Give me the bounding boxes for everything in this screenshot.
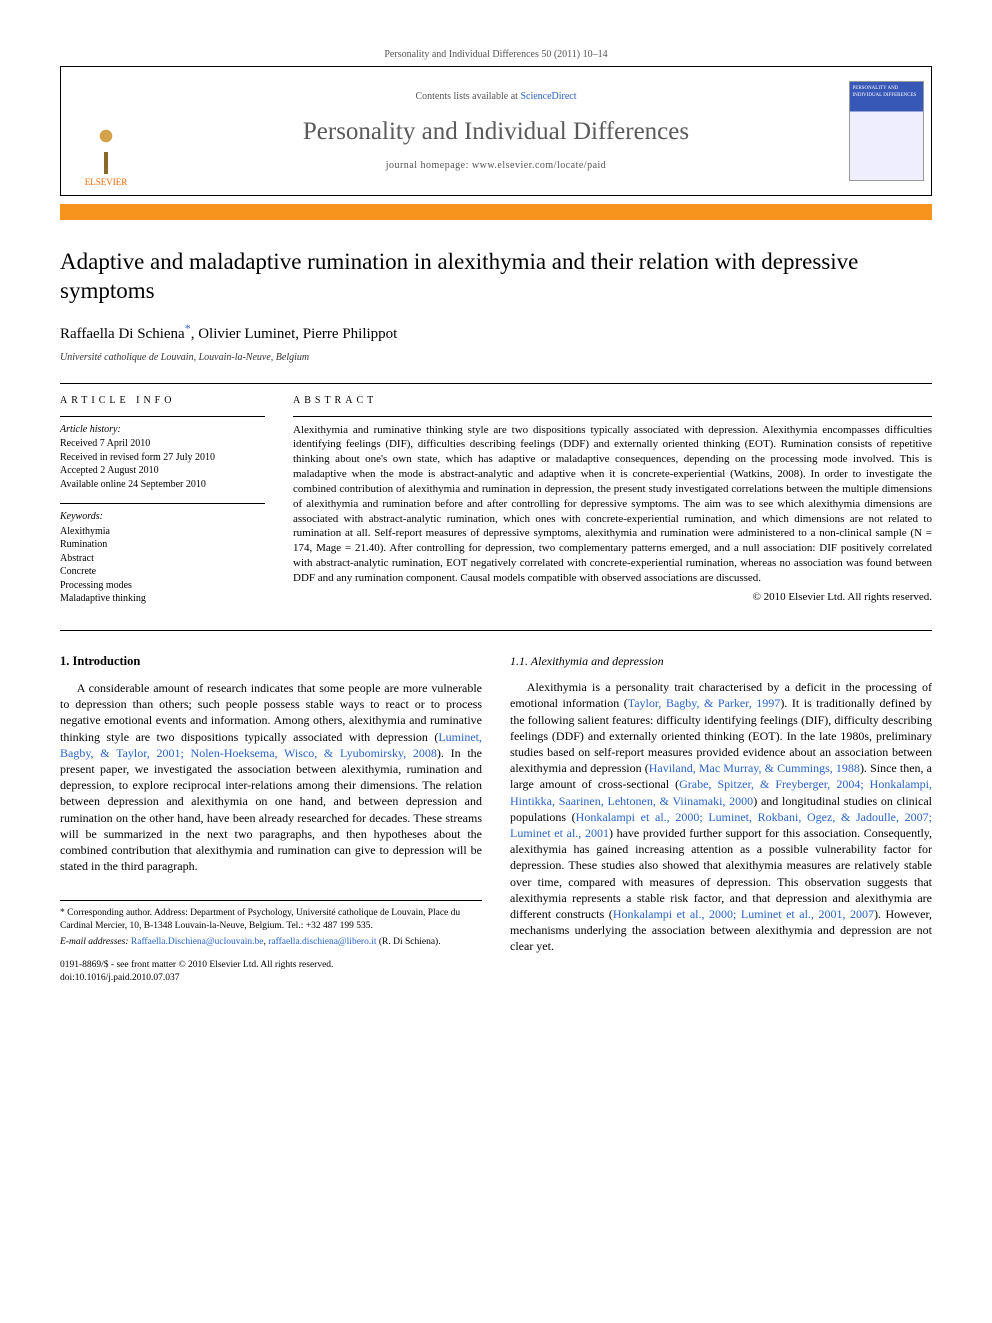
article-history-block: Article history: Received 7 April 2010 R…: [60, 423, 265, 492]
journal-title-display: Personality and Individual Differences: [303, 114, 689, 149]
sub-cite-1[interactable]: Taylor, Bagby, & Parker, 1997: [628, 696, 781, 710]
author-3[interactable]: Pierre Philippot: [303, 326, 398, 342]
abstract-label: ABSTRACT: [293, 394, 932, 408]
corresponding-marker[interactable]: *: [185, 321, 191, 335]
info-rule-2: [60, 503, 265, 504]
keywords-block: Keywords: Alexithymia Rumination Abstrac…: [60, 510, 265, 606]
journal-header-box: ELSEVIER Contents lists available at Sci…: [60, 66, 932, 196]
journal-cover-thumbnail[interactable]: PERSONALITY AND INDIVIDUAL DIFFERENCES: [849, 81, 924, 181]
author-1[interactable]: Raffaella Di Schiena: [60, 326, 185, 342]
sub-cite-2[interactable]: Haviland, Mac Murray, & Cummings, 1988: [649, 761, 860, 775]
doi-line[interactable]: doi:10.1016/j.paid.2010.07.037: [60, 972, 482, 985]
author-2[interactable]: Olivier Luminet: [198, 326, 295, 342]
doi-footer: 0191-8869/$ - see front matter © 2010 El…: [60, 959, 482, 985]
body-two-column: 1. Introduction A considerable amount of…: [60, 653, 932, 985]
history-received: Received 7 April 2010: [60, 437, 265, 451]
history-accepted: Accepted 2 August 2010: [60, 464, 265, 478]
article-info-label: ARTICLE INFO: [60, 394, 265, 408]
corr-emails: E-mail addresses: Raffaella.Dischiena@uc…: [60, 936, 482, 949]
contents-prefix: Contents lists available at: [415, 91, 520, 102]
keyword-3: Concrete: [60, 565, 265, 579]
intro-paragraph-1: A considerable amount of research indica…: [60, 680, 482, 874]
orange-divider-bar: [60, 204, 932, 220]
email-author: (R. Di Schiena).: [376, 937, 440, 947]
abstract-rule: [293, 416, 932, 417]
sciencedirect-link[interactable]: ScienceDirect: [520, 91, 576, 102]
author-list: Raffaella Di Schiena*, Olivier Luminet, …: [60, 320, 932, 345]
publisher-logo-cell: ELSEVIER: [61, 67, 151, 195]
article-title: Adaptive and maladaptive rumination in a…: [60, 248, 932, 306]
email-1[interactable]: Raffaella.Dischiena@uclouvain.be: [131, 937, 264, 947]
info-rule-1: [60, 416, 265, 417]
section-1-heading: 1. Introduction: [60, 653, 482, 671]
email-2[interactable]: raffaella.dischiena@libero.it: [268, 937, 376, 947]
abstract-copyright: © 2010 Elsevier Ltd. All rights reserved…: [293, 590, 932, 605]
section-1-1-paragraph: Alexithymia is a personality trait chara…: [510, 679, 932, 954]
section-1-1-heading: 1.1. Alexithymia and depression: [510, 653, 932, 670]
affiliation: Université catholique de Louvain, Louvai…: [60, 351, 932, 365]
journal-reference: Personality and Individual Differences 5…: [60, 48, 932, 62]
keyword-1: Rumination: [60, 538, 265, 552]
history-header: Article history:: [60, 423, 265, 437]
body-column-right: 1.1. Alexithymia and depression Alexithy…: [510, 653, 932, 985]
issn-line: 0191-8869/$ - see front matter © 2010 El…: [60, 959, 482, 972]
elsevier-logo[interactable]: ELSEVIER: [81, 124, 131, 189]
article-info-column: ARTICLE INFO Article history: Received 7…: [60, 384, 265, 618]
publisher-name: ELSEVIER: [81, 176, 131, 189]
corresponding-author-footer: * Corresponding author. Address: Departm…: [60, 900, 482, 948]
keyword-2: Abstract: [60, 552, 265, 566]
keyword-0: Alexithymia: [60, 525, 265, 539]
elsevier-tree-icon: [81, 124, 131, 174]
journal-homepage[interactable]: journal homepage: www.elsevier.com/locat…: [386, 159, 607, 173]
contents-line: Contents lists available at ScienceDirec…: [415, 90, 576, 104]
abstract-column: ABSTRACT Alexithymia and ruminative thin…: [293, 384, 932, 618]
sub-cite-5[interactable]: Honkalampi et al., 2000; Luminet et al.,…: [613, 907, 874, 921]
keyword-5: Maladaptive thinking: [60, 592, 265, 606]
header-center: Contents lists available at ScienceDirec…: [151, 67, 841, 195]
history-revised: Received in revised form 27 July 2010: [60, 451, 265, 465]
page-root: Personality and Individual Differences 5…: [0, 0, 992, 1024]
email-label: E-mail addresses:: [60, 937, 131, 947]
rule-below-abstract: [60, 630, 932, 631]
cover-thumb-cell: PERSONALITY AND INDIVIDUAL DIFFERENCES: [841, 67, 931, 195]
intro-text-a: A considerable amount of research indica…: [60, 681, 482, 744]
keyword-4: Processing modes: [60, 579, 265, 593]
info-abstract-row: ARTICLE INFO Article history: Received 7…: [60, 384, 932, 618]
corr-address: * Corresponding author. Address: Departm…: [60, 907, 482, 933]
abstract-text: Alexithymia and ruminative thinking styl…: [293, 423, 932, 586]
keywords-header: Keywords:: [60, 510, 265, 524]
history-online: Available online 24 September 2010: [60, 478, 265, 492]
body-column-left: 1. Introduction A considerable amount of…: [60, 653, 482, 985]
intro-text-b: ). In the present paper, we investigated…: [60, 746, 482, 873]
